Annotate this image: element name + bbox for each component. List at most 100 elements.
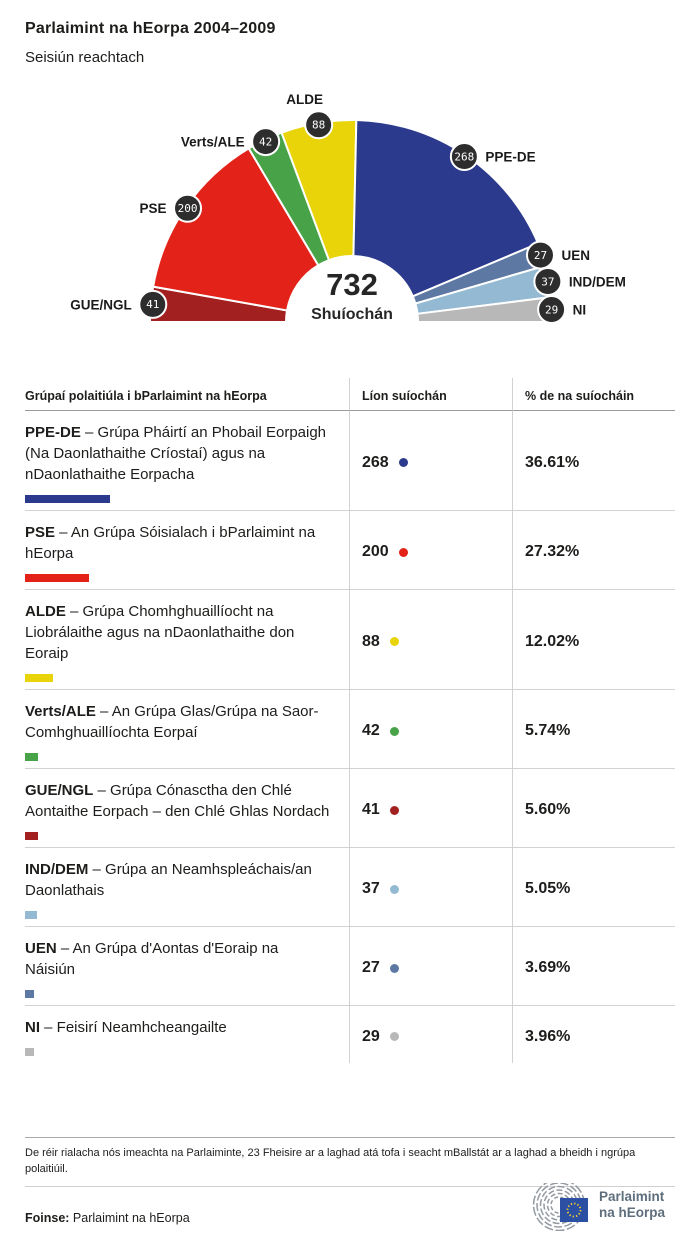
seats-value: 41	[362, 801, 380, 818]
seat-badge-value-ALDE: 88	[312, 119, 325, 132]
group-code: NI	[25, 1019, 40, 1036]
seats-value: 37	[362, 880, 380, 897]
group-name: UEN – An Grúpa d'Aontas d'Eoraip na Náis…	[25, 940, 279, 978]
seat-badge-NI	[537, 295, 567, 325]
table-row-group-Verts/ALE: Verts/ALE – An Grúpa Glas/Grúpa na Saor-…	[25, 690, 349, 769]
logo-wordmark: Parlaimint na hEorpa	[599, 1189, 666, 1220]
group-share-bar	[25, 990, 34, 998]
percent-value: 3.96%	[525, 1027, 571, 1045]
group-label-ALDE: ALDE	[286, 92, 323, 107]
footnote: De réir rialacha nós imeachta na Parlaim…	[25, 1137, 675, 1187]
table-cell-percent: 3.69%	[512, 927, 675, 1006]
group-share-bar	[25, 911, 37, 919]
group-label-Verts/ALE: Verts/ALE	[181, 135, 245, 150]
percent-value: 5.05%	[525, 880, 571, 897]
table-row-group-ALDE: ALDE – Grúpa Chomhghuaillíocht na Liobrá…	[25, 590, 349, 690]
group-color-dot	[389, 963, 399, 973]
table-cell-percent: 5.74%	[512, 690, 675, 769]
percent-value: 36.61%	[525, 453, 580, 471]
seat-badge-value-UEN: 27	[534, 249, 547, 262]
table-cell-percent: 27.32%	[512, 511, 675, 590]
table-cell-seats: 37	[349, 848, 512, 927]
seat-badge-Verts/ALE	[251, 127, 281, 157]
group-code: Verts/ALE	[25, 703, 96, 720]
page-title: Parlaimint na hEorpa 2004–2009	[25, 20, 276, 37]
group-color-dot	[398, 547, 408, 557]
group-label-GUE/NGL: GUE/NGL	[70, 297, 132, 312]
group-color-dot	[398, 458, 408, 467]
seat-badge-value-GUE/NGL: 41	[146, 298, 159, 311]
group-share-bar	[25, 495, 111, 503]
group-name: NI – Feisirí Neamhcheangailte	[25, 1019, 227, 1036]
group-share-bar	[25, 753, 39, 761]
column-header-3: % de na suíocháin	[512, 378, 675, 411]
wedge-PSE	[151, 147, 320, 312]
seat-badge-IND/DEM	[533, 267, 563, 297]
european-parliament-logo: Parlaimint na hEorpa	[527, 1178, 687, 1232]
source-label: Foinse:	[25, 1211, 70, 1225]
percent-value: 12.02%	[525, 632, 580, 650]
seats-value: 29	[362, 1027, 380, 1045]
group-label-PSE: PSE	[140, 201, 167, 216]
seats-value: 200	[362, 543, 389, 560]
group-name: ALDE – Grúpa Chomhghuaillíocht na Liobrá…	[25, 603, 295, 662]
group-label-NI: NI	[573, 303, 587, 318]
seats-value: 27	[362, 959, 380, 976]
group-color-dot	[389, 637, 399, 646]
group-share-bar	[25, 1048, 35, 1056]
group-color-dot	[389, 884, 399, 894]
group-label-PPE-DE: PPE-DE	[485, 150, 535, 165]
total-seats-value: 732	[326, 267, 378, 302]
percent-value: 27.32%	[525, 543, 580, 560]
group-code: IND/DEM	[25, 861, 89, 878]
group-color-dot	[389, 1032, 399, 1041]
groups-table: Grúpaí polaitiúla i bParlaimint na hEorp…	[25, 378, 675, 1063]
table-cell-percent: 5.60%	[512, 769, 675, 848]
seat-badge-PPE-DE	[449, 142, 479, 172]
group-label-UEN: UEN	[561, 248, 590, 263]
eu-flag-stars-icon	[566, 1202, 582, 1218]
table-cell-percent: 5.05%	[512, 848, 675, 927]
total-seats-label: Shuíochán	[311, 306, 393, 323]
group-name: IND/DEM – Grúpa an Neamhspleáchais/an Da…	[25, 861, 312, 899]
hemicycle-chart: 41 GUE/NGL 200 PSE 42 Verts/ALE 88 ALDE 268 PPE-D…	[70, 92, 626, 325]
seats-value: 42	[362, 722, 380, 739]
seat-badge-value-PPE-DE: 268	[454, 150, 474, 163]
column-header-1: Grúpaí polaitiúla i bParlaimint na hEorp…	[25, 378, 349, 411]
group-name: PPE-DE – Grúpa Pháirtí an Phobail Eorpai…	[25, 424, 327, 483]
seats-value: 268	[362, 453, 389, 471]
table-cell-percent: 12.02%	[512, 590, 675, 690]
table-cell-percent: 3.96%	[512, 1006, 675, 1063]
table-cell-seats: 41	[349, 769, 512, 848]
group-code: UEN	[25, 940, 57, 957]
table-cell-seats: 88	[349, 590, 512, 690]
seat-badge-PSE	[173, 193, 203, 223]
group-name: GUE/NGL – Grúpa Cónasctha den Chlé Aonta…	[25, 782, 330, 820]
table-cell-seats: 200	[349, 511, 512, 590]
table-cell-seats: 29	[349, 1006, 512, 1063]
group-share-bar	[25, 832, 38, 840]
seat-badge-UEN	[525, 240, 555, 270]
table-row-group-PSE: PSE – An Grúpa Sóisialach i bParlaimint …	[25, 511, 349, 590]
seat-badge-value-IND/DEM: 37	[541, 275, 554, 288]
source-line: Foinse: Parlaimint na hEorpa	[25, 1211, 190, 1225]
seat-badge-GUE/NGL	[138, 289, 168, 319]
group-share-bar	[25, 674, 53, 682]
group-label-IND/DEM: IND/DEM	[569, 275, 626, 290]
table-cell-seats: 42	[349, 690, 512, 769]
seat-badge-value-PSE: 200	[178, 202, 198, 215]
column-header-2: Líon suíochán	[349, 378, 512, 411]
group-code: GUE/NGL	[25, 782, 94, 799]
page-subtitle: Seisiún reachtach	[25, 49, 145, 66]
group-color-dot	[389, 805, 399, 815]
seats-value: 88	[362, 632, 380, 650]
seat-badge-value-NI: 29	[545, 303, 558, 316]
source-text: Parlaimint na hEorpa	[69, 1211, 190, 1225]
group-code: ALDE	[25, 603, 66, 620]
parliament-hemicycle-logo-icon	[532, 1178, 588, 1232]
table-row-group-UEN: UEN – An Grúpa d'Aontas d'Eoraip na Náis…	[25, 927, 349, 1006]
group-code: PPE-DE	[25, 424, 81, 441]
group-code: PSE	[25, 524, 56, 541]
group-color-dot	[389, 726, 399, 736]
